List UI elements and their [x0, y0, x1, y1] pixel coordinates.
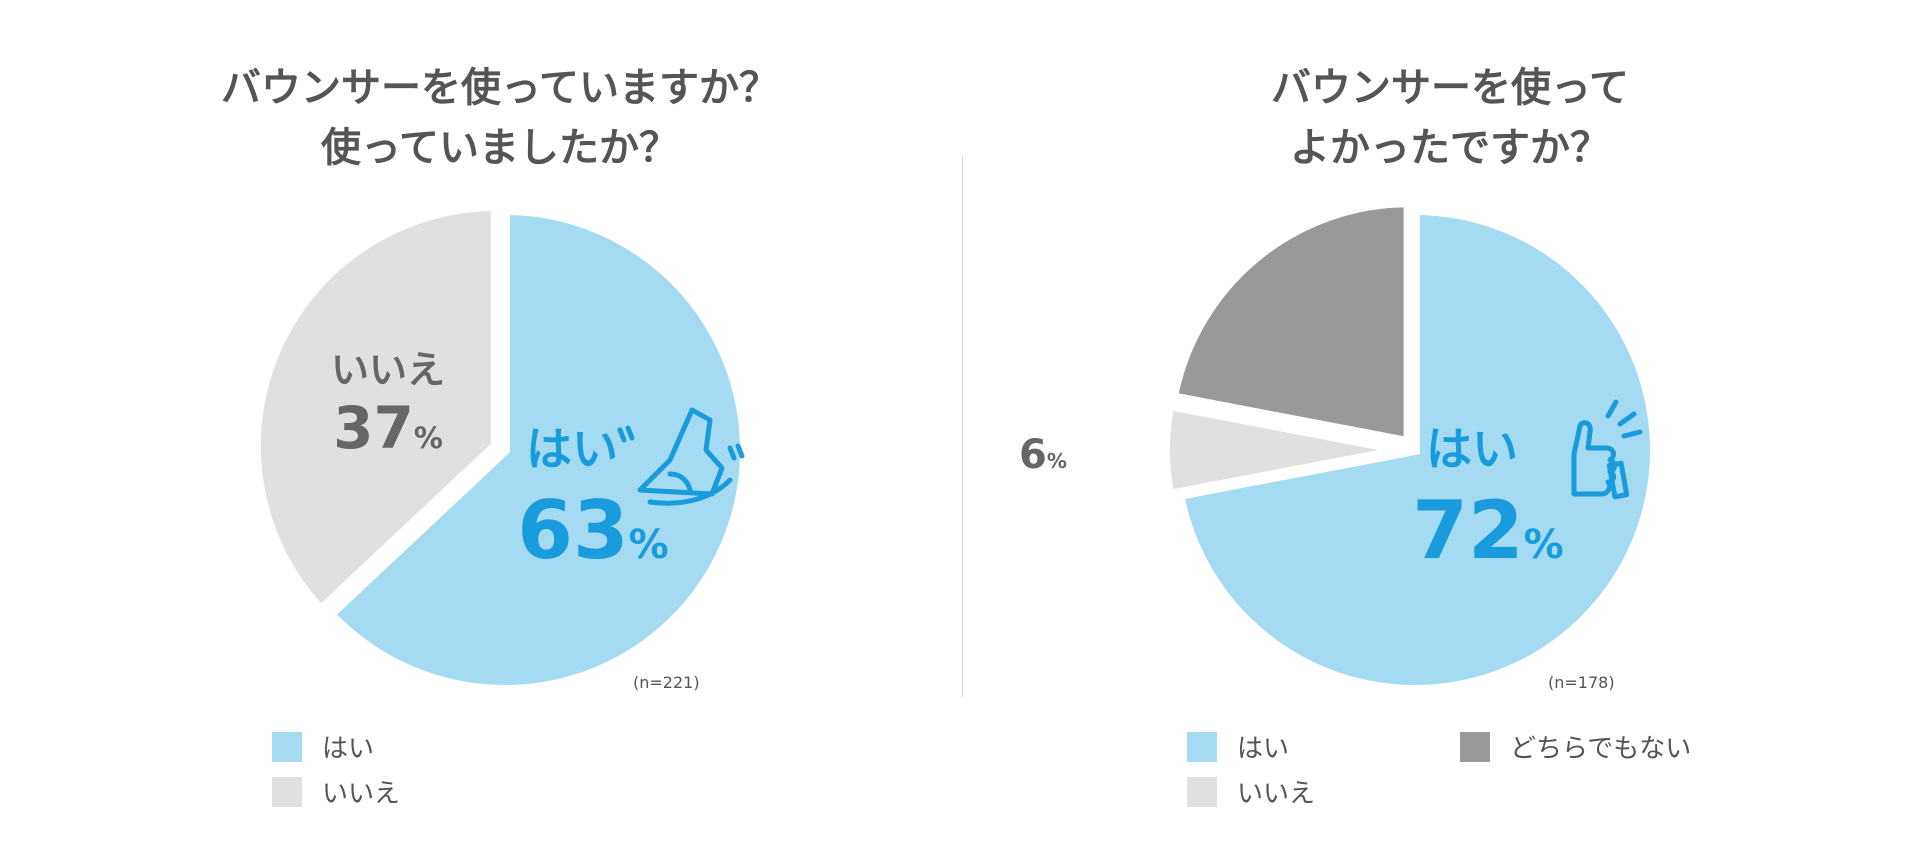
- legend-item-no: いいえ: [272, 773, 400, 810]
- value-label-no-unit: %: [414, 421, 443, 455]
- legend-label-no: いいえ: [322, 779, 401, 809]
- slice-label-yes: はい: [1426, 422, 1518, 476]
- legend-label-yes: はい: [322, 734, 375, 764]
- value-label-yes: 63%: [517, 484, 668, 577]
- slice-neutral: [1167, 197, 1414, 449]
- legend-item-neutral: どちらでもない: [1460, 728, 1691, 765]
- legend-swatch-yes: [272, 731, 302, 762]
- slice-label-yes: はい: [526, 422, 618, 476]
- usage-chart-title: バウンサーを使っていますか？ 使っていましたか？: [0, 58, 1005, 178]
- slice-label-no: いいえ: [331, 348, 445, 392]
- usage-title-line2: 使っていましたか？: [321, 125, 679, 171]
- value-label-neutral-number: 22: [1046, 309, 1130, 379]
- satisfaction-chart-panel: バウンサーを使って よかったですか？ はい 72% 6% 22% (n=178) はい…: [960, 0, 1920, 850]
- satisfaction-sample-size: (n=178): [1548, 673, 1615, 692]
- value-label-no: 6%: [1019, 432, 1067, 478]
- legend-swatch-neutral: [1460, 731, 1490, 762]
- value-label-yes-unit: %: [1524, 522, 1564, 568]
- value-label-yes-number: 63: [517, 484, 628, 577]
- legend-item-no: いいえ: [1187, 773, 1315, 810]
- value-label-no-unit: %: [1047, 449, 1067, 473]
- baby-bouncer-icon: [617, 407, 745, 506]
- legend-label-no: いいえ: [1237, 779, 1316, 809]
- value-label-no-number: 6: [1019, 432, 1047, 478]
- legend-label-neutral: どちらでもない: [1510, 734, 1692, 764]
- slice-yes: [1173, 204, 1660, 695]
- panel-divider: [962, 155, 963, 697]
- satisfaction-title-line1: バウンサーを使って: [1271, 65, 1629, 111]
- slice-no: [1160, 399, 1406, 501]
- usage-title-line1: バウンサーを使っていますか？: [221, 65, 779, 111]
- legend-item-yes: はい: [272, 728, 374, 765]
- thumbs-up-icon: [1571, 399, 1643, 500]
- value-label-no: 37%: [333, 394, 443, 462]
- value-label-yes-unit: %: [629, 522, 669, 568]
- legend-swatch-no: [272, 776, 302, 807]
- legend-swatch-yes: [1187, 731, 1217, 762]
- pie-slices: [1160, 197, 1660, 695]
- value-label-yes: 72%: [1412, 484, 1563, 577]
- value-label-yes-number: 72: [1412, 484, 1523, 577]
- legend-item-yes: はい: [1187, 728, 1289, 765]
- value-label-neutral: 22%: [1046, 309, 1160, 379]
- usage-chart-panel: バウンサーを使っていますか？ 使っていましたか？ はい 63% いいえ 37% (n=…: [221, 65, 779, 810]
- value-label-no-number: 37: [333, 394, 414, 462]
- pie-slices: [250, 201, 750, 695]
- satisfaction-chart-title: バウンサーを使って よかったですか？: [960, 58, 1920, 178]
- value-label-neutral-unit: %: [1130, 337, 1160, 372]
- legend-swatch-no: [1187, 776, 1217, 807]
- slice-no: [250, 201, 501, 618]
- usage-sample-size: (n=221): [633, 673, 700, 692]
- legend-label-yes: はい: [1237, 734, 1290, 764]
- satisfaction-title-line2: よかったですか？: [1290, 125, 1610, 171]
- slice-yes: [322, 204, 750, 695]
